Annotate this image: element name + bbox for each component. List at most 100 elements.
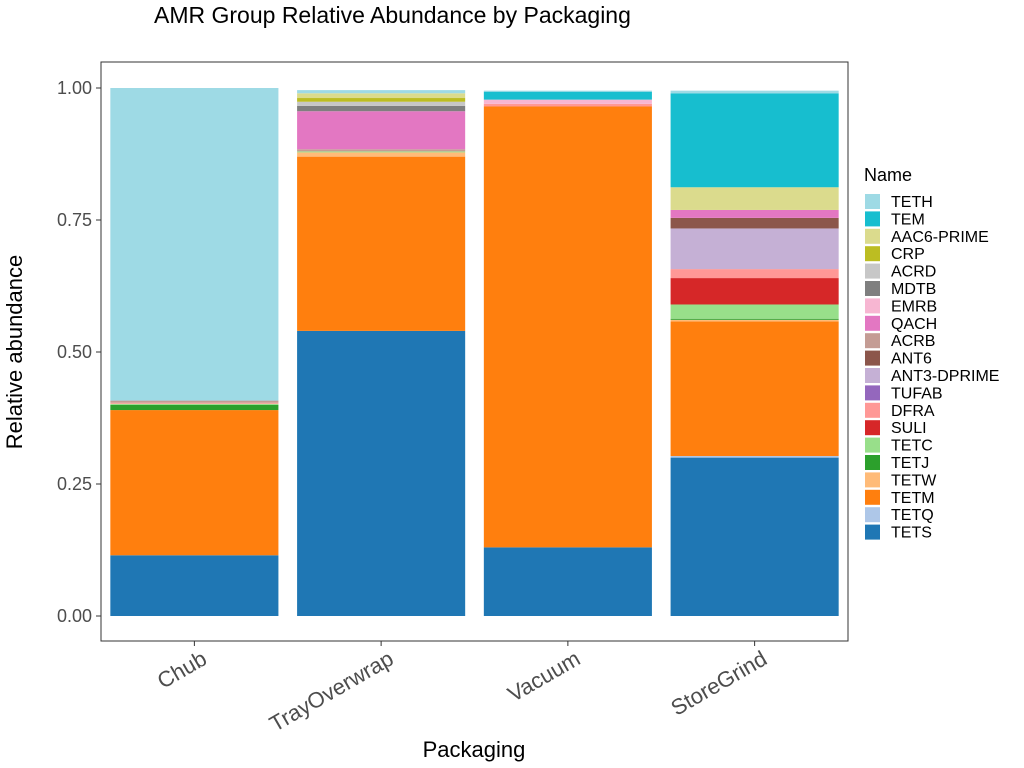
bar-segment-trayoverwrap-mdtb: [297, 105, 466, 112]
bar-segment-trayoverwrap-crp: [297, 98, 466, 102]
bar-segment-storegrind-aac6-prime: [670, 187, 839, 210]
bar-segment-chub-tetc: [110, 403, 279, 405]
legend-label: TETW: [891, 472, 937, 489]
legend-swatch: [865, 263, 880, 279]
legend-item-crp: CRP: [865, 246, 925, 263]
bar-segment-storegrind-tem: [670, 93, 839, 188]
bar-segment-chub-dfra: [110, 402, 279, 404]
bar-segment-chub-tetm: [110, 410, 279, 556]
bar-segment-trayoverwrap-tetc: [297, 151, 466, 153]
legend-label: ACRB: [891, 333, 935, 350]
bar-segment-storegrind-tetm: [670, 321, 839, 457]
legend-label: TETC: [891, 438, 933, 455]
bar-segment-vacuum-teth: [483, 90, 652, 92]
y-tick-label: 1.00: [57, 78, 92, 98]
x-axis-title: Packaging: [423, 737, 526, 762]
legend-item-tetj: TETJ: [865, 455, 929, 472]
bar-segment-chub-teth: [110, 88, 279, 401]
legend-item-tetw: TETW: [865, 472, 937, 489]
bar-segment-vacuum-tets: [483, 547, 652, 616]
legend-label: EMRB: [891, 298, 937, 315]
legend-swatch: [865, 350, 880, 366]
legend-item-aac6-prime: AAC6-PRIME: [865, 228, 989, 246]
legend-label: MDTB: [891, 281, 936, 298]
legend-item-acrb: ACRB: [865, 333, 935, 350]
legend-label: TETJ: [891, 455, 929, 472]
legend-label: SULI: [891, 420, 927, 437]
bars-layer: [110, 88, 839, 616]
bar-segment-vacuum-tem: [483, 91, 652, 100]
legend-item-suli: SULI: [865, 420, 927, 437]
bar-segment-storegrind-ant6: [670, 217, 839, 229]
legend-label: TETS: [891, 525, 932, 542]
bar-segment-trayoverwrap-acrd: [297, 101, 466, 106]
legend-swatch: [865, 420, 880, 436]
legend-swatch: [865, 472, 880, 488]
legend-label: DFRA: [891, 403, 935, 420]
legend-item-tets: TETS: [865, 524, 932, 542]
legend-swatch: [865, 298, 880, 314]
legend-label: TETH: [891, 194, 933, 211]
legend-item-teth: TETH: [865, 194, 933, 211]
legend: Name TETHTEMAAC6-PRIMECRPACRDMDTBEMRBQAC…: [864, 165, 999, 542]
y-tick-label: 0.00: [57, 606, 92, 626]
legend-item-acrd: ACRD: [865, 263, 936, 281]
bar-segment-storegrind-dfra: [670, 269, 839, 279]
legend-swatch: [865, 281, 880, 296]
bar-segment-storegrind-tets: [670, 457, 839, 616]
legend-label: TUFAB: [891, 385, 943, 402]
bar-segment-storegrind-tetw: [670, 319, 839, 322]
legend-item-ant6: ANT6: [865, 350, 932, 368]
legend-swatch: [865, 455, 880, 470]
bar-segment-trayoverwrap-tetm: [297, 156, 466, 331]
y-tick-label: 0.25: [57, 474, 92, 494]
bar-segment-storegrind-tetc: [670, 304, 839, 319]
y-tick-label: 0.50: [57, 342, 92, 362]
legend-label: CRP: [891, 246, 925, 263]
y-axis: 0.00 0.25 0.50 0.75 1.00: [57, 78, 101, 626]
bar-segment-storegrind-suli: [670, 278, 839, 305]
legend-label: ACRD: [891, 264, 936, 281]
legend-swatch: [865, 524, 880, 540]
legend-swatch: [865, 333, 880, 349]
legend-label: AAC6-PRIME: [891, 229, 989, 246]
legend-swatch: [865, 368, 880, 383]
legend-item-tetq: TETQ: [865, 507, 934, 524]
legend-swatch: [865, 385, 880, 401]
bar-segment-trayoverwrap-tetw: [297, 152, 466, 157]
legend-label: TETQ: [891, 507, 934, 524]
bar-segment-trayoverwrap-acrb: [297, 149, 466, 152]
legend-label: QACH: [891, 316, 937, 333]
legend-label: TETM: [891, 490, 935, 507]
bar-segment-storegrind-ant3-dprime: [670, 228, 839, 270]
legend-swatch: [865, 437, 880, 453]
legend-swatch: [865, 228, 880, 244]
bar-segment-chub-acrb: [110, 400, 279, 403]
bar-segment-storegrind-teth: [670, 90, 839, 94]
legend-swatch: [865, 194, 880, 209]
legend-item-mdtb: MDTB: [865, 281, 936, 298]
bar-segment-vacuum-tetm: [483, 106, 652, 548]
legend-item-tufab: TUFAB: [865, 385, 943, 402]
legend-swatch: [865, 315, 880, 331]
legend-swatch: [865, 211, 880, 227]
legend-item-tetc: TETC: [865, 437, 933, 455]
legend-label: ANT3-DPRIME: [891, 368, 999, 385]
legend-swatch: [865, 246, 880, 262]
bar-segment-storegrind-tetq: [670, 456, 839, 458]
bar-segment-chub-tetj: [110, 404, 279, 411]
bar-segment-trayoverwrap-aac6-prime: [297, 93, 466, 99]
legend-items: TETHTEMAAC6-PRIMECRPACRDMDTBEMRBQACHACRB…: [865, 194, 999, 542]
legend-item-qach: QACH: [865, 315, 937, 333]
legend-item-ant3-dprime: ANT3-DPRIME: [865, 368, 999, 385]
bar-segment-trayoverwrap-tets: [297, 330, 466, 616]
bar-segment-storegrind-tetj: [670, 318, 839, 320]
legend-label: ANT6: [891, 351, 932, 368]
legend-swatch: [865, 489, 880, 505]
legend-swatch: [865, 507, 880, 523]
bar-segment-storegrind-qach: [670, 209, 839, 218]
bar-segment-vacuum-dfra: [483, 103, 652, 107]
legend-label: TEM: [891, 211, 925, 228]
legend-item-tetm: TETM: [865, 489, 935, 507]
